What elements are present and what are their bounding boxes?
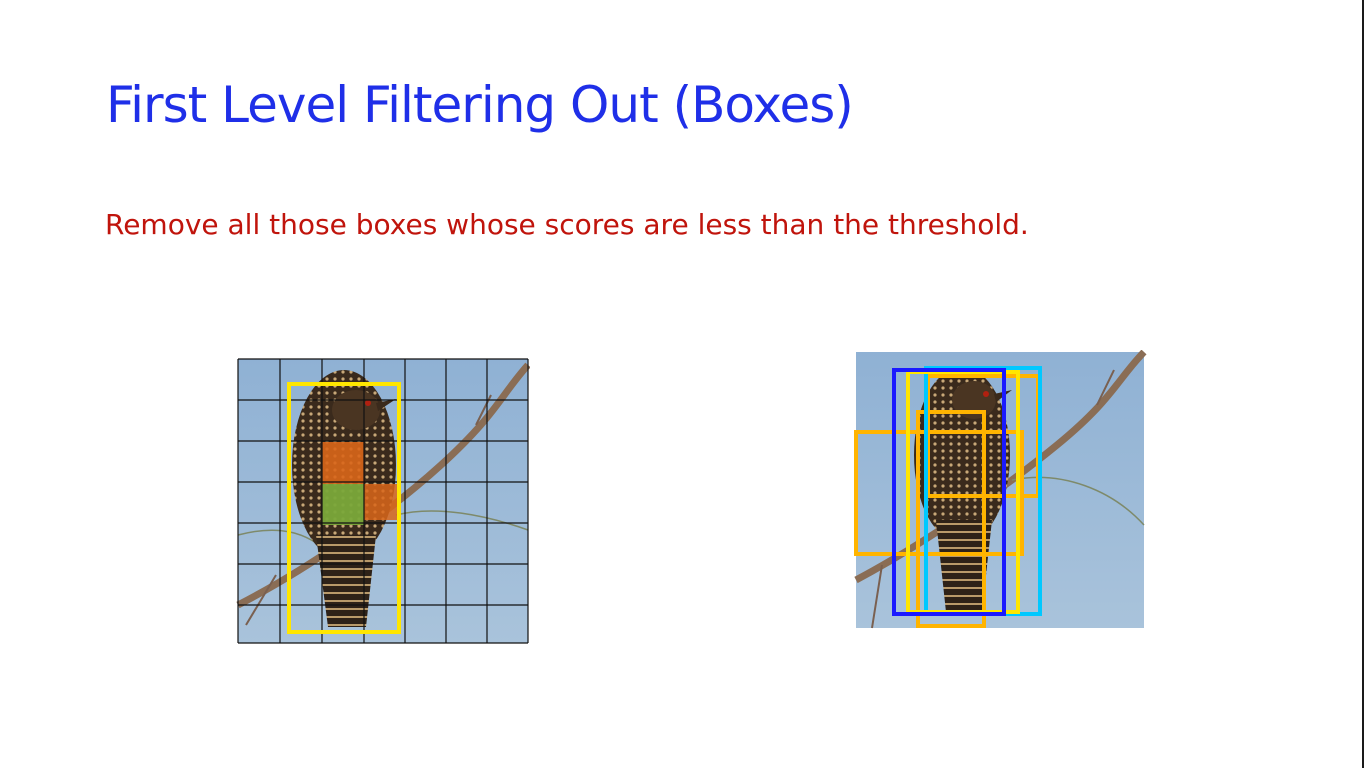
candidate-boxes-image [854,350,1147,629]
cell-orange-upper [322,442,364,484]
candidate-boxes-figure [852,350,1148,634]
box-orange-wide [854,430,1024,556]
grid-lines [237,358,529,644]
box-orange-tall [916,410,986,628]
box-blue [892,368,1006,616]
slide-subtitle: Remove all those boxes whose scores are … [105,208,1029,241]
bird-tail [936,520,992,612]
slide-edge [1362,0,1364,768]
grid-bird-figure [236,355,530,647]
bird-head [952,381,996,419]
cell-green-center [322,484,364,525]
bird-head [332,390,380,430]
slide-title: First Level Filtering Out (Boxes) [106,76,854,134]
bird-tail [316,535,376,627]
grid-bird-image [236,358,530,644]
branch [236,362,530,609]
branch [854,350,1147,584]
bounding-box-yellow [287,382,401,634]
cell-orange-right [364,484,398,520]
